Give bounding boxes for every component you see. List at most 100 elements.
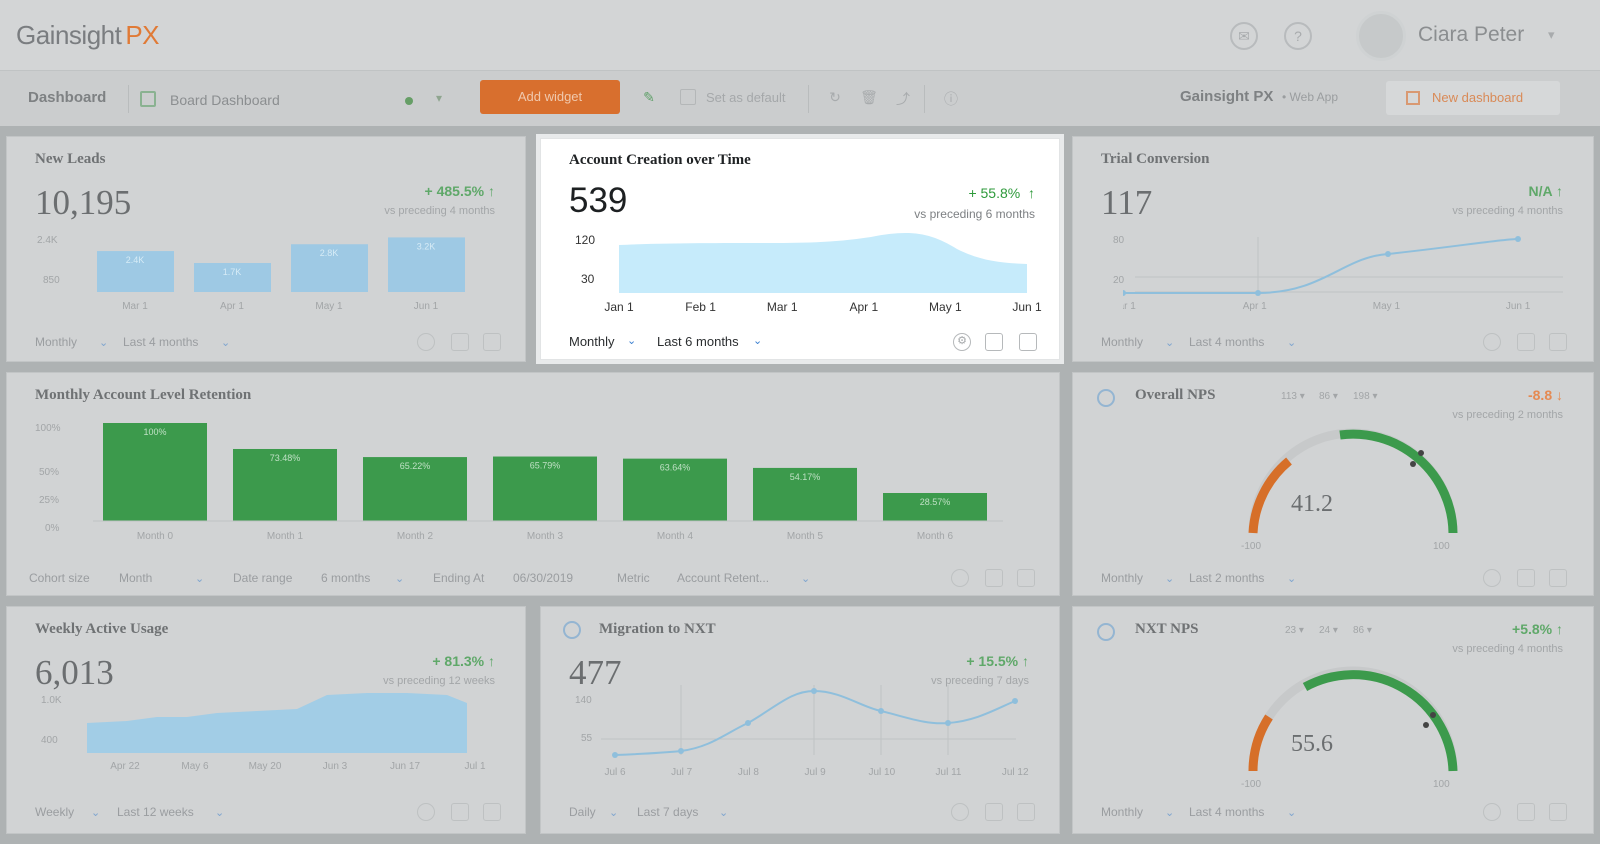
help-icon[interactable]: ? (1284, 22, 1312, 50)
chevron-down-icon[interactable]: ⌄ (801, 573, 811, 585)
range-select[interactable]: Last 6 months (657, 334, 739, 349)
trash-icon[interactable] (1549, 333, 1567, 351)
widget-new-leads[interactable]: New Leads 10,195 + 485.5% ↑ vs preceding… (6, 136, 526, 362)
trash-icon[interactable] (483, 803, 501, 821)
x-tick: Jan 1 (604, 300, 634, 314)
chevron-down-icon[interactable]: ⌄ (753, 335, 763, 347)
avatar[interactable] (1356, 11, 1406, 61)
change-value: + 55.8% ↑ (968, 185, 1035, 201)
metric-select[interactable]: Account Retent... (677, 571, 770, 585)
copy-icon[interactable] (1517, 803, 1535, 821)
logo[interactable]: Gainsight PX (16, 20, 160, 51)
board-select[interactable]: Board Dashboard ▾ (140, 85, 460, 115)
settings-icon[interactable] (417, 803, 435, 821)
widget-overall-nps[interactable]: Overall NPS 113 ▾ 86 ▾ 198 ▾ -8.8 ↓ vs p… (1072, 372, 1594, 596)
settings-icon[interactable]: ⚙ (953, 333, 971, 351)
copy-icon[interactable] (985, 803, 1003, 821)
copy-icon[interactable] (1517, 569, 1535, 587)
period-select[interactable]: Weekly (35, 805, 75, 819)
copy-icon[interactable] (1517, 333, 1535, 351)
retention-chart: 100% 73.48% 65.22% 65.79% 63.64% 54.17% 28.57%… (93, 423, 1003, 542)
chevron-down-icon[interactable]: ⌄ (395, 573, 405, 585)
widget-account-creation[interactable]: Account Creation over Time 539 + 55.8% ↑… (540, 138, 1060, 360)
refresh-icon[interactable]: ↻ (829, 89, 841, 105)
line-series (1123, 238, 1519, 294)
copy-icon[interactable] (985, 333, 1003, 351)
share-icon[interactable]: ⤴ (896, 91, 910, 107)
chevron-down-icon[interactable]: ⌄ (221, 337, 231, 349)
settings-icon[interactable] (951, 803, 969, 821)
trash-icon[interactable] (1019, 333, 1037, 351)
chevron-down-icon[interactable]: ⌄ (215, 807, 225, 819)
settings-icon[interactable] (1483, 803, 1501, 821)
chevron-down-icon[interactable]: ⌄ (1165, 573, 1175, 585)
chevron-down-icon[interactable]: ⌄ (1165, 337, 1175, 349)
period-select[interactable]: Monthly (1101, 805, 1144, 819)
chat-icon[interactable]: ✉ (1230, 22, 1258, 50)
x-tick: Jul 8 (738, 767, 760, 778)
app-name: Gainsight PX (1180, 88, 1274, 105)
chevron-down-icon[interactable]: ⌄ (91, 807, 101, 819)
chevron-down-icon[interactable]: ⌄ (1165, 807, 1175, 819)
x-tick: Jul 11 (936, 767, 962, 778)
copy-icon[interactable] (985, 569, 1003, 587)
settings-icon[interactable] (417, 333, 435, 351)
chevron-down-icon[interactable]: ⌄ (99, 337, 109, 349)
chevron-down-icon[interactable]: ⌄ (195, 573, 205, 585)
new-dashboard-button[interactable]: New dashboard (1386, 81, 1560, 115)
date-range-select[interactable]: 6 months (321, 571, 371, 585)
set-default-checkbox[interactable] (680, 89, 696, 105)
widget-nxt-nps[interactable]: NXT NPS 23 ▾ 24 ▾ 86 ▾ +5.8% ↑ vs preced… (1072, 606, 1594, 834)
range-select[interactable]: Last 7 days (637, 805, 699, 819)
search-icon (1097, 623, 1115, 641)
x-tick: Apr 1 (1243, 301, 1267, 312)
info-icon[interactable]: ⓘ (944, 91, 958, 107)
widget-weekly-active[interactable]: Weekly Active Usage 6,013 + 81.3% ↑ vs p… (6, 606, 526, 834)
copy-icon[interactable] (451, 803, 469, 821)
trash-icon[interactable] (1549, 803, 1567, 821)
chevron-down-icon[interactable]: ⌄ (609, 807, 619, 819)
period-select[interactable]: Daily (569, 805, 596, 819)
ending-date-input[interactable]: 06/30/2019 (513, 571, 574, 585)
y-tick: 1.0K (41, 695, 62, 706)
trash-icon[interactable] (1017, 569, 1035, 587)
range-select[interactable]: Last 4 months (1189, 805, 1265, 819)
chevron-down-icon[interactable]: ⌄ (1287, 573, 1297, 585)
cohort-select[interactable]: Month (119, 571, 153, 585)
x-tick: Month 0 (137, 531, 174, 542)
edit-icon[interactable]: ✎ (643, 89, 655, 105)
chevron-down-icon[interactable]: ⌄ (1287, 337, 1297, 349)
settings-icon[interactable] (1483, 333, 1501, 351)
trash-icon[interactable] (483, 333, 501, 351)
range-select[interactable]: Last 2 months (1189, 571, 1265, 585)
chevron-down-icon[interactable]: ⌄ (627, 335, 637, 347)
nps-stat: 23 ▾ (1285, 625, 1304, 636)
gauge-promoters (1302, 670, 1458, 772)
period-select[interactable]: Monthly (1101, 335, 1144, 349)
chevron-down-icon[interactable]: ⌄ (1287, 807, 1297, 819)
range-select[interactable]: Last 4 months (1189, 335, 1265, 349)
gauge-marker (1410, 461, 1416, 467)
trash-icon[interactable] (1549, 569, 1567, 587)
range-select[interactable]: Last 12 weeks (117, 805, 194, 819)
period-select[interactable]: Monthly (569, 334, 615, 349)
chevron-down-icon[interactable]: ⌄ (719, 807, 729, 819)
settings-icon[interactable] (1483, 569, 1501, 587)
trash-icon[interactable]: 🗑 (860, 89, 878, 105)
ending-label: Ending At (433, 571, 485, 585)
range-select[interactable]: Last 4 months (123, 335, 199, 349)
widget-migration[interactable]: Migration to NXT 477 + 15.5% ↑ vs preced… (540, 606, 1060, 834)
period-select[interactable]: Monthly (1101, 571, 1144, 585)
trash-icon[interactable] (1017, 803, 1035, 821)
period-select[interactable]: Monthly (35, 335, 78, 349)
widget-trial-conversion[interactable]: Trial Conversion 117 N/A ↑ vs preceding … (1072, 136, 1594, 362)
bar-label: 73.48% (270, 453, 301, 463)
data-point (678, 748, 684, 754)
user-name[interactable]: Ciara Peter (1418, 23, 1525, 46)
chevron-down-icon[interactable]: ▾ (1548, 27, 1555, 42)
widget-retention[interactable]: Monthly Account Level Retention 100% 50%… (6, 372, 1060, 596)
add-widget-button[interactable]: Add widget (480, 80, 620, 114)
grid-icon (1406, 91, 1420, 105)
copy-icon[interactable] (451, 333, 469, 351)
settings-icon[interactable] (951, 569, 969, 587)
